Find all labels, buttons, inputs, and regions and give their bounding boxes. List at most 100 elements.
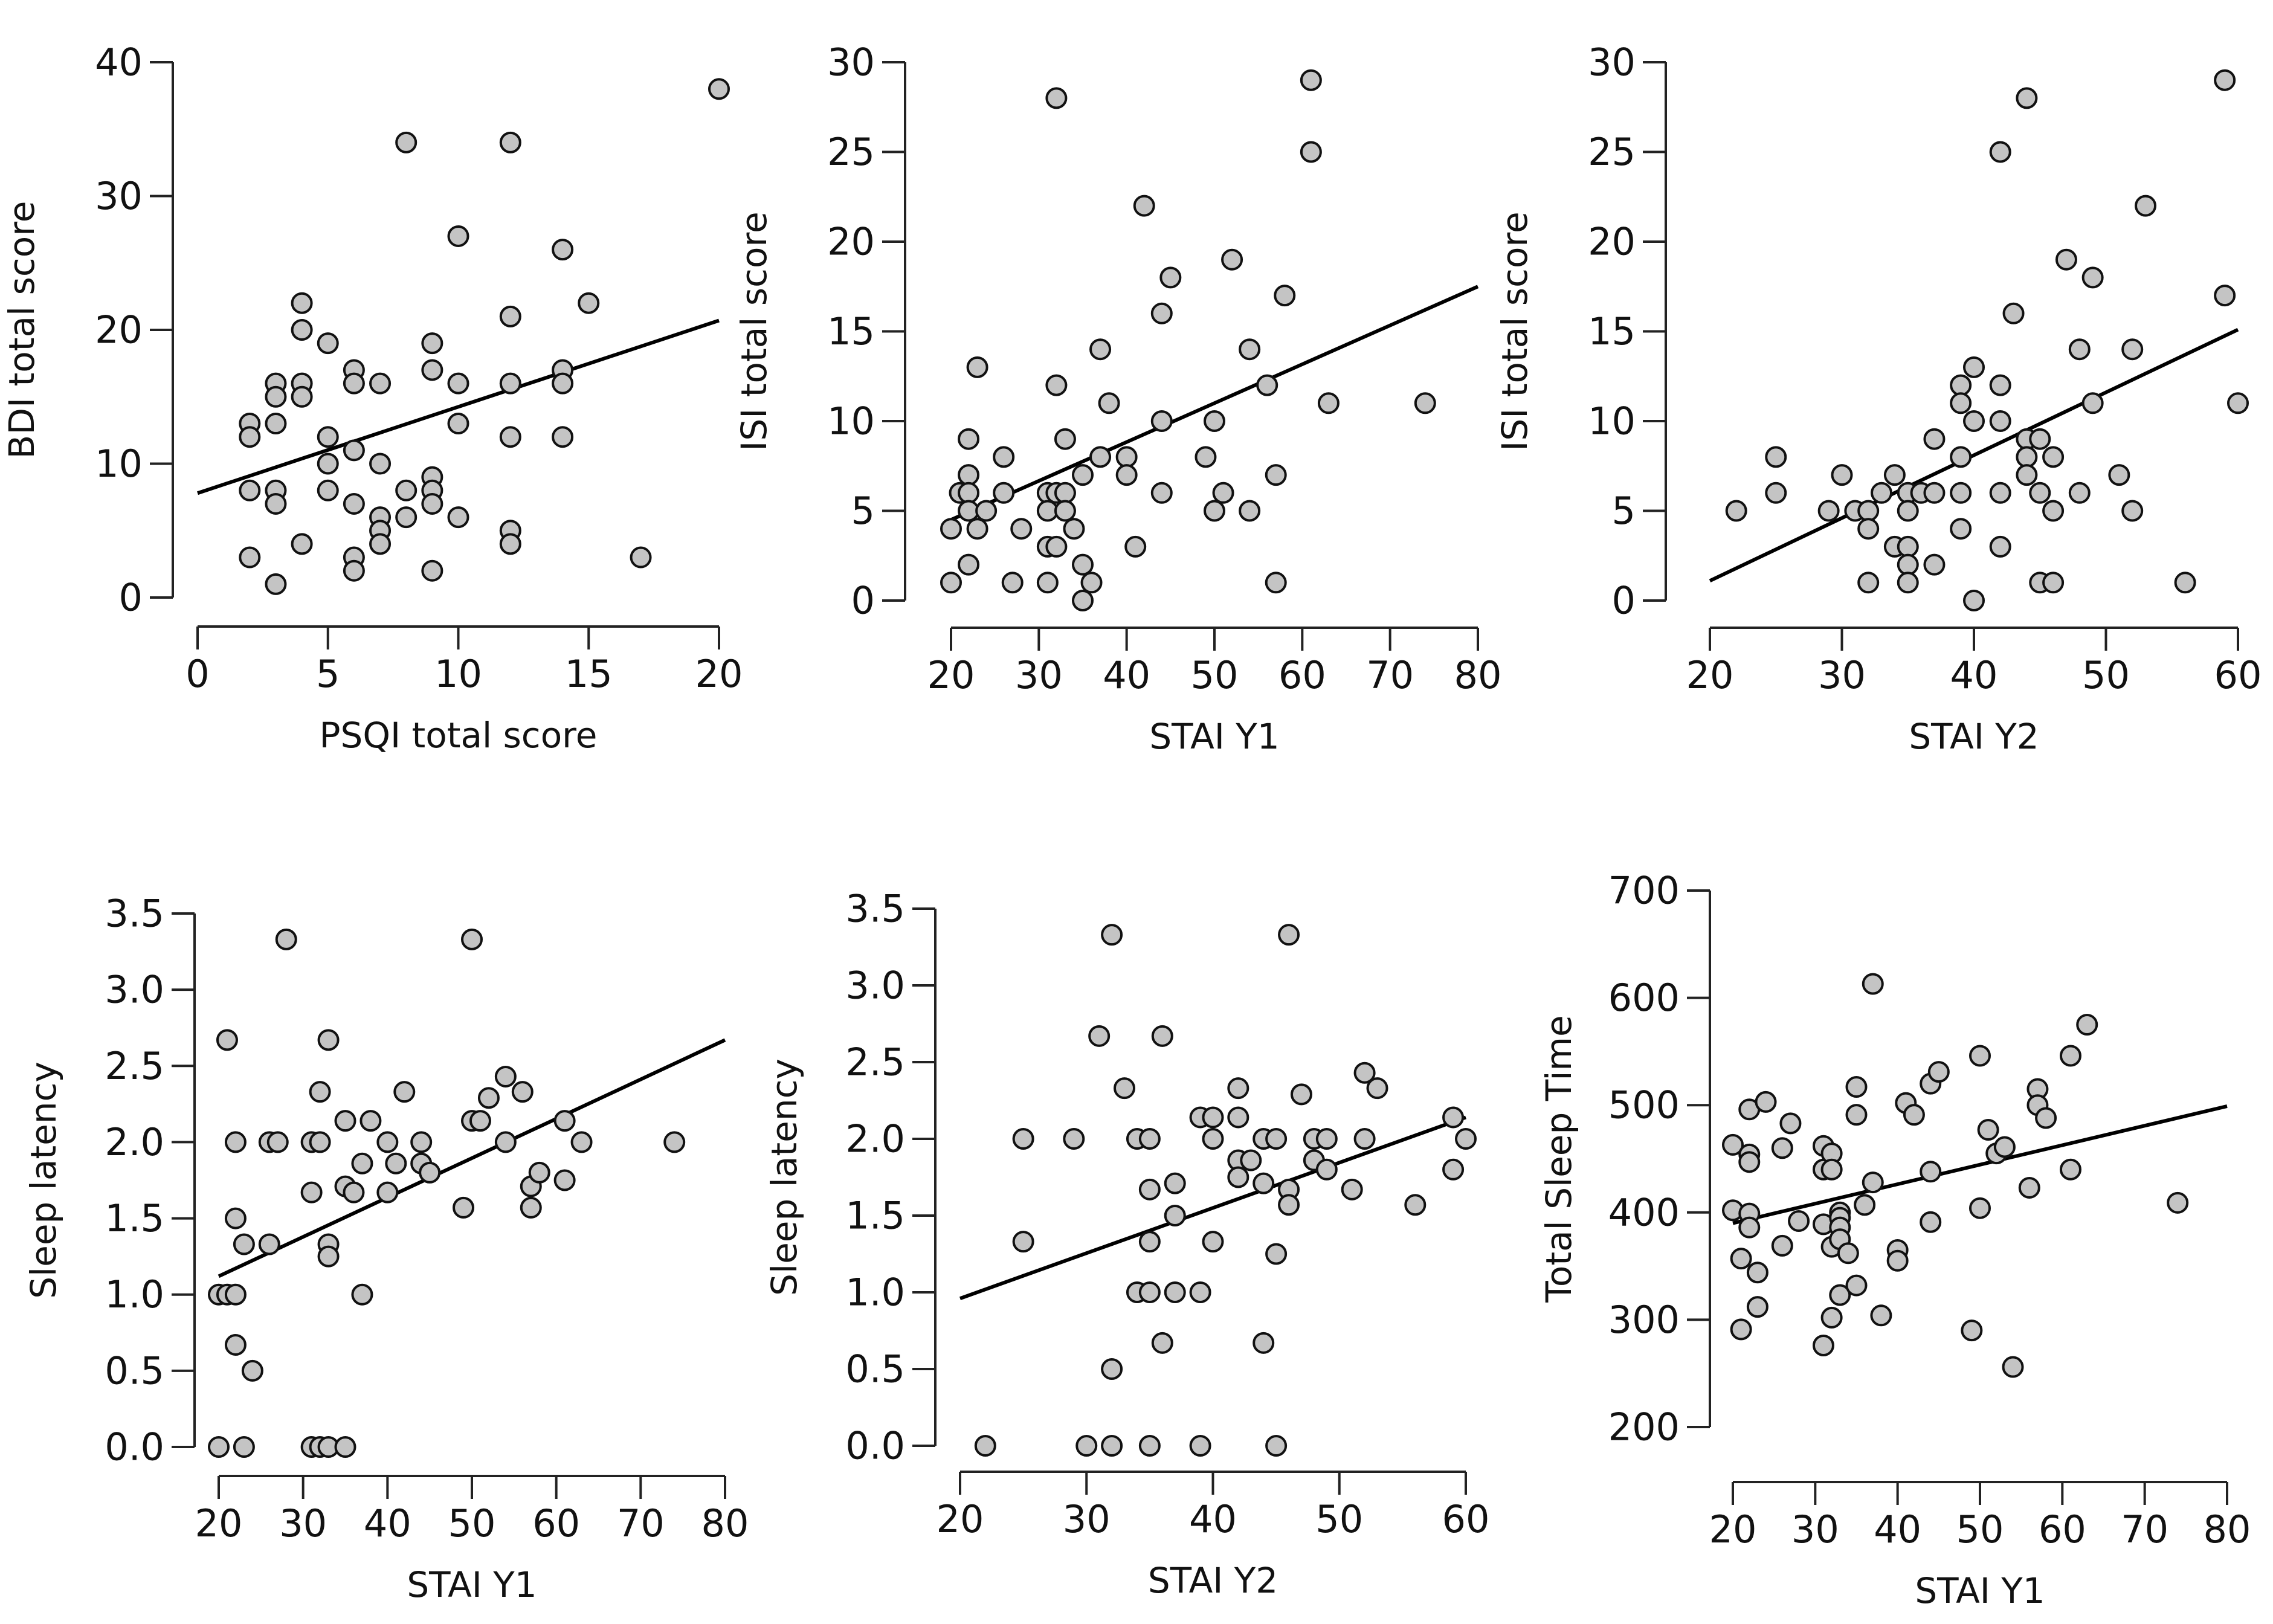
- data-point: [1765, 446, 1787, 468]
- data-point: [1265, 1128, 1288, 1150]
- data-point: [1845, 1104, 1868, 1126]
- data-point: [1089, 338, 1112, 361]
- y-tick-label: 10: [1588, 399, 1636, 443]
- data-point: [317, 1245, 340, 1268]
- x-tick-label: 20: [695, 652, 743, 696]
- y-tick-label: 25: [1588, 130, 1636, 174]
- x-tick-label: 70: [2121, 1507, 2168, 1552]
- data-point: [421, 359, 443, 381]
- data-point: [499, 426, 521, 448]
- data-point: [1746, 1262, 1768, 1284]
- data-point: [2018, 1176, 2040, 1199]
- data-point: [1870, 1304, 1892, 1327]
- data-point: [1221, 248, 1243, 271]
- data-point: [1063, 1128, 1085, 1150]
- data-point: [1072, 590, 1094, 611]
- data-point: [499, 372, 521, 395]
- data-point: [395, 131, 418, 153]
- data-point: [1927, 1061, 1950, 1083]
- y-tick-label: 700: [1608, 869, 1680, 913]
- x-tick-label: 30: [279, 1501, 327, 1545]
- panel-isi-vs-stai-y1: 0 5 10 15 20 25 30 20 30 40 50 60 70 80 STAI Y1 ISI tot…: [733, 40, 1501, 758]
- y-tick-label: 300: [1608, 1298, 1680, 1342]
- y-tick-label: 40: [95, 40, 143, 85]
- data-point: [2035, 1107, 2057, 1129]
- data-point: [291, 385, 313, 408]
- data-point: [2214, 285, 2236, 307]
- data-point: [1072, 464, 1094, 486]
- data-point: [2167, 1191, 2189, 1214]
- data-point: [1239, 500, 1261, 522]
- data-point: [2108, 464, 2130, 486]
- data-point: [2135, 195, 2157, 217]
- data-point: [447, 506, 469, 529]
- data-point: [1923, 553, 1946, 576]
- regression-line: [1709, 327, 2239, 583]
- data-point: [1150, 302, 1173, 324]
- data-point: [369, 533, 392, 555]
- x-tick-label: 50: [1956, 1507, 2004, 1552]
- x-tick-label: 20: [927, 653, 975, 697]
- y-axis-label: BDI total score: [1, 201, 42, 459]
- data-point: [266, 1131, 289, 1153]
- data-point: [966, 356, 988, 378]
- data-point: [1993, 1136, 2016, 1158]
- data-point: [419, 1161, 441, 1184]
- data-point: [958, 464, 980, 486]
- data-point: [447, 225, 469, 247]
- data-point: [2029, 428, 2051, 450]
- data-point: [2029, 482, 2051, 504]
- regression-line: [950, 285, 1479, 522]
- data-point: [1963, 356, 1985, 378]
- data-point: [1353, 1128, 1376, 1150]
- data-point: [1036, 572, 1059, 594]
- y-tick-label: 200: [1608, 1405, 1680, 1449]
- data-point: [1290, 1083, 1312, 1106]
- data-point: [393, 1081, 416, 1103]
- data-point: [2042, 572, 2065, 594]
- panel-total-sleep-time-vs-stai-y1: 200 300 400 500 600 700 20 30 40 50 60 70 80 STAI Y1 T…: [1538, 869, 2251, 1612]
- data-point: [1315, 1158, 1338, 1181]
- y-axis-label: ISI total score: [1494, 211, 1535, 451]
- x-tick-label: 50: [1315, 1497, 1363, 1541]
- y-tick-label: 2.0: [105, 1120, 164, 1164]
- data-point: [1114, 1077, 1136, 1100]
- y-tick-label: 0: [119, 576, 143, 620]
- x-tick-label: 70: [617, 1501, 665, 1545]
- data-point: [453, 1196, 475, 1219]
- y-tick-label: 2.5: [845, 1040, 905, 1084]
- data-point: [966, 518, 988, 540]
- data-point: [1857, 500, 1880, 522]
- x-tick-label: 20: [1709, 1507, 1757, 1552]
- x-axis-label: STAI Y1: [1915, 1570, 2045, 1611]
- data-point: [1730, 1318, 1752, 1341]
- data-point: [1202, 1231, 1224, 1253]
- data-point: [552, 372, 574, 395]
- data-point: [1897, 553, 1919, 576]
- data-point: [1150, 410, 1173, 432]
- data-point: [1871, 482, 1893, 504]
- y-tick-label: 20: [95, 308, 143, 352]
- y-tick-label: 5: [851, 489, 875, 533]
- data-point: [1138, 1281, 1161, 1303]
- data-point: [552, 426, 574, 448]
- data-point: [343, 492, 365, 515]
- y-tick-label: 0.0: [105, 1425, 164, 1469]
- data-point: [1897, 572, 1919, 594]
- data-point: [1725, 500, 1747, 522]
- data-point: [1315, 1128, 1338, 1150]
- data-point: [528, 1161, 550, 1184]
- data-point: [958, 482, 980, 504]
- data-point: [343, 372, 365, 395]
- regression-line: [959, 1115, 1467, 1300]
- data-point: [2227, 392, 2249, 414]
- data-point: [1265, 572, 1287, 594]
- data-point: [1189, 1435, 1211, 1457]
- data-point: [1088, 1025, 1111, 1047]
- data-point: [410, 1131, 433, 1153]
- data-point: [1771, 1234, 1793, 1257]
- data-point: [1903, 1104, 1925, 1126]
- data-point: [239, 426, 261, 448]
- x-tick-label: 40: [364, 1501, 411, 1545]
- x-axis-label: STAI Y2: [1148, 1560, 1278, 1601]
